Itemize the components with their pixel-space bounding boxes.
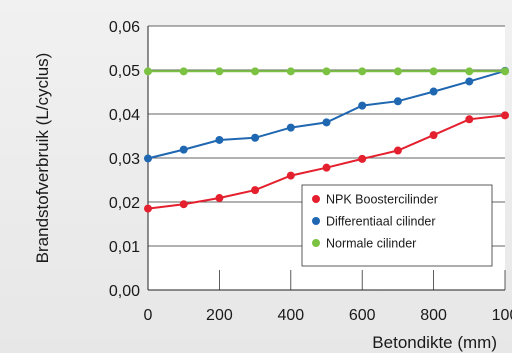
legend-box (301, 184, 493, 267)
x-axis-title: Betondikte (mm) (372, 333, 497, 352)
data-point (358, 101, 367, 110)
x-tick-label: 100 (492, 307, 512, 324)
data-point (322, 163, 331, 172)
data-point (393, 146, 402, 155)
y-tick-label: 0,02 (109, 195, 140, 212)
data-point (322, 118, 331, 127)
x-tick-label: 200 (206, 307, 233, 324)
x-tick-label: 800 (420, 307, 447, 324)
data-point (465, 67, 474, 76)
y-tick-label: 0,00 (109, 283, 140, 300)
data-point (501, 111, 509, 120)
x-tick-label: 600 (349, 307, 376, 324)
data-point (465, 77, 474, 86)
data-point (393, 67, 402, 76)
data-point (179, 145, 188, 154)
data-point (465, 115, 474, 124)
data-point (429, 131, 438, 140)
data-point (501, 67, 509, 76)
data-point (144, 67, 152, 76)
data-point (144, 154, 152, 163)
data-point (215, 67, 224, 76)
legend-label: Differentiaal cilinder (326, 215, 436, 229)
legend-label: NPK Boostercilinder (326, 193, 438, 207)
legend-marker (312, 217, 320, 225)
data-point (251, 67, 260, 76)
data-point (286, 123, 295, 132)
data-point (179, 67, 188, 76)
data-point (429, 67, 438, 76)
data-point (251, 186, 260, 195)
data-point (286, 171, 295, 180)
data-point (393, 97, 402, 106)
y-tick-label: 0,05 (109, 63, 140, 80)
x-tick-label: 0 (144, 307, 153, 324)
y-tick-label: 0,06 (109, 19, 140, 36)
data-point (179, 200, 188, 209)
data-point (358, 67, 367, 76)
y-tick-label: 0,04 (109, 107, 140, 124)
data-point (215, 194, 224, 203)
data-point (322, 67, 331, 76)
data-point (144, 204, 152, 213)
y-tick-label: 0,01 (109, 239, 140, 256)
data-point (251, 133, 260, 142)
legend-marker (312, 195, 320, 203)
y-tick-label: 0,03 (109, 151, 140, 168)
data-point (358, 154, 367, 163)
y-axis-title: Brandstofverbruik (L/cyclus) (33, 53, 52, 264)
legend-label: Normale cilinder (326, 237, 416, 251)
legend-marker (312, 239, 320, 247)
data-point (286, 67, 295, 76)
data-point (429, 87, 438, 96)
x-tick-label: 400 (277, 307, 304, 324)
data-point (215, 135, 224, 144)
